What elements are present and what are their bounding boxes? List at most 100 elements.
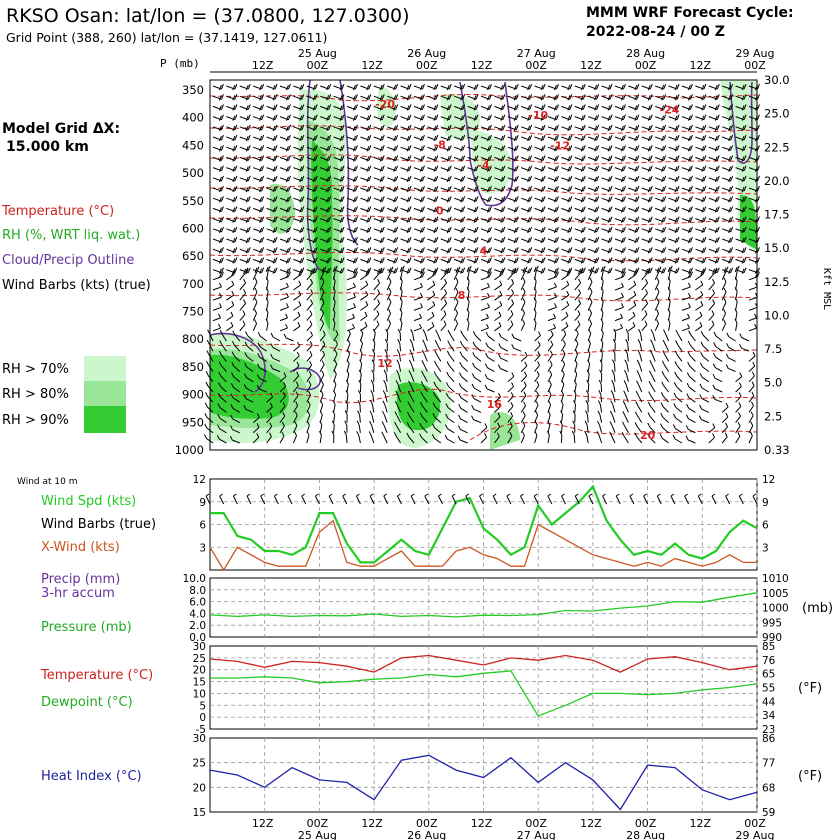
wind-barb [660,391,669,403]
wind-barb [445,392,455,403]
wind-barb [279,145,291,152]
right-tick-label: 6 [762,520,769,532]
wind-barb [360,311,368,322]
pressure-tick-label: 800 [182,332,204,346]
wind-barb [373,216,385,223]
wind-barb [588,83,600,91]
wind-barb [440,310,447,321]
wind-barb [561,301,570,311]
wind-barb [212,196,224,203]
wind-barb [373,196,385,203]
wind-barb [397,339,402,352]
wind-barb [641,289,649,301]
wind-barb [279,323,288,332]
wind-barb [343,430,348,444]
wind-barb [628,247,640,254]
wind-barb [427,311,435,322]
wind-barb [266,236,278,244]
wind-barb [359,349,363,362]
wind-barb [609,421,616,433]
wind-barb [574,310,581,321]
wind-barb [257,331,267,342]
wind-barb [534,390,539,403]
wind-barb [721,412,729,423]
left-tick-label: 25 [193,758,206,770]
wind-barb [206,360,214,372]
pressure-tick-label: 350 [182,83,204,97]
wind-barb [243,405,254,413]
wind-barb [396,359,402,372]
wind-barb [440,206,452,213]
wind-barb [454,94,466,101]
right-tick-label: 85 [762,641,775,653]
pressure-axis: 3504004505005506006507007508008509009501… [175,83,204,457]
wind-barb [229,435,240,444]
wind-barb [655,175,667,183]
wind-barb [614,104,626,111]
wind-barb [547,114,559,121]
wind-barb [681,83,693,91]
wind-barb [600,297,604,311]
wind-barb [494,226,506,234]
surface-wind-barb [465,493,471,505]
surface-wind-barb [684,493,690,505]
hour-label: 12Z [580,59,602,72]
wind-barb [634,432,643,444]
wind-barb [641,310,648,321]
wind-barb [427,104,439,111]
wind-barb [333,134,345,142]
wind-barb [668,175,680,183]
grid-point-subtitle: Grid Point (388, 260) lat/lon = (37.1419… [6,30,327,45]
wind-barb [507,206,519,213]
wind-barb [507,320,514,332]
wind-barb [370,379,375,393]
wind-barb [319,350,326,362]
wind-barb [467,83,479,91]
wind-barb [507,124,519,132]
wind-barb [333,339,338,352]
wind-barb [239,299,247,311]
wind-barb [279,206,291,213]
wind-barb [622,400,629,413]
wind-barb [400,94,412,101]
series-line [209,519,757,572]
wind-barb [600,339,604,352]
wind-barb [636,359,643,372]
wind-barb [346,114,358,121]
wind-barb [320,104,332,111]
wind-barb [507,267,517,281]
wind-barb [360,216,372,223]
heat-index-unit-label: (°F) [798,769,822,784]
temperature-contour-label: -4 [477,159,490,172]
wind-barb [293,247,305,254]
wind-barb [368,431,375,444]
wind-barb [413,104,425,111]
wind-barb [574,369,578,382]
wind-barb [360,185,372,193]
wind-barb [722,134,734,142]
wind-barb [641,278,649,291]
wind-barb [507,421,513,434]
wind-barb [420,401,428,413]
height-tick-label: 12.5 [764,275,790,289]
wind-barb [695,124,707,132]
surface-wind-barb [397,493,402,505]
wind-barb [239,104,251,111]
wind-barb [614,145,626,152]
series-line [209,592,758,618]
wind-barb [708,124,720,132]
wind-barb [507,402,514,413]
wind-barb [614,216,626,223]
wind-barb [648,380,656,393]
wind-barb [628,206,640,213]
wind-barb [610,400,616,413]
wind-barb [507,94,519,101]
wind-barb [239,310,246,321]
wind-barb [394,421,402,434]
wind-barb [346,206,358,213]
wind-barb [371,359,375,372]
wind-barb [534,114,546,121]
wind-barb [480,257,492,264]
wind-barb [440,94,452,101]
wind-barb [320,196,332,203]
